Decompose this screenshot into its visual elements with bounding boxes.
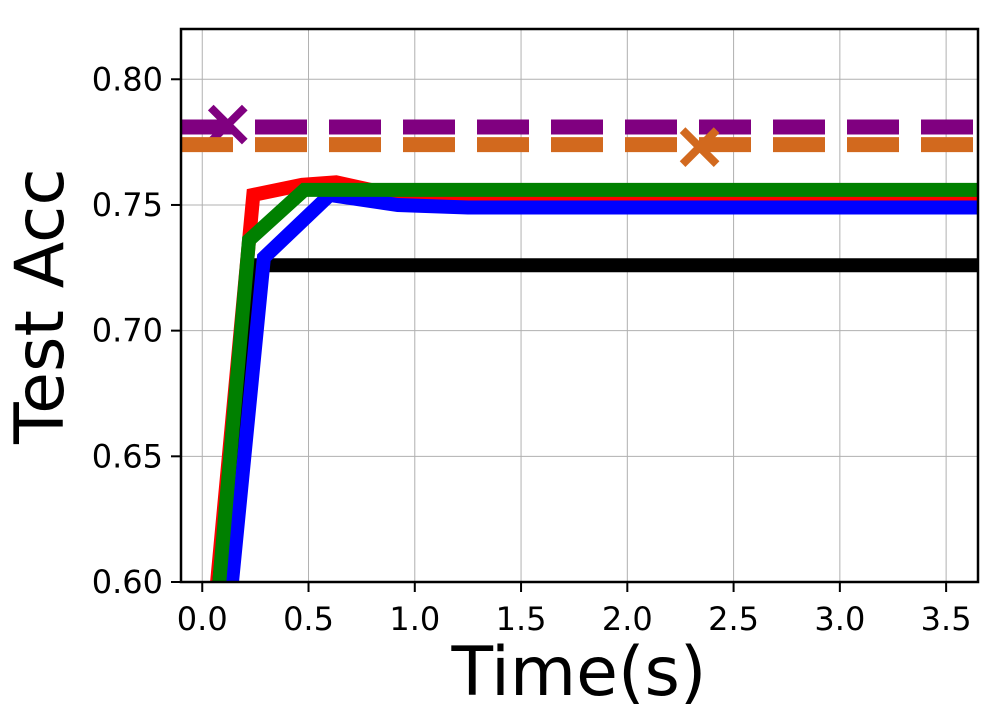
y-tick-label: 0.75: [92, 186, 163, 224]
x-tick-label: 3.0: [814, 600, 865, 638]
x-tick-label: 0.0: [177, 600, 228, 638]
marker-stroke: [679, 127, 720, 167]
series-marker-5: [207, 104, 248, 145]
x-tick-label: 2.5: [708, 600, 759, 638]
marker-stroke: [207, 104, 248, 145]
y-tick-label: 0.70: [92, 312, 163, 350]
y-axis-title: Test Acc: [1, 168, 80, 445]
x-tick-label: 2.0: [602, 600, 653, 638]
plot-series: [181, 104, 978, 582]
x-tick-label: 3.5: [921, 600, 972, 638]
y-tick-label: 0.80: [92, 60, 163, 98]
axis-ticks: 0.0 0.5 1.0 1.5 2.0 2.5 3.0 3.5 0.60 0.65 0.70 0.75…: [92, 60, 972, 638]
series-marker-6: [679, 127, 720, 167]
x-tick-label: 0.5: [283, 600, 334, 638]
plot-frame: [179, 27, 980, 584]
x-tick-label: 1.0: [389, 600, 440, 638]
y-tick-label: 0.65: [92, 437, 163, 475]
y-tick-label: 0.60: [92, 563, 163, 601]
x-tick-label: 1.5: [496, 600, 547, 638]
series-line-3: [225, 187, 978, 582]
series-line-4: [212, 182, 978, 582]
x-axis-title: Time(s): [451, 633, 707, 712]
